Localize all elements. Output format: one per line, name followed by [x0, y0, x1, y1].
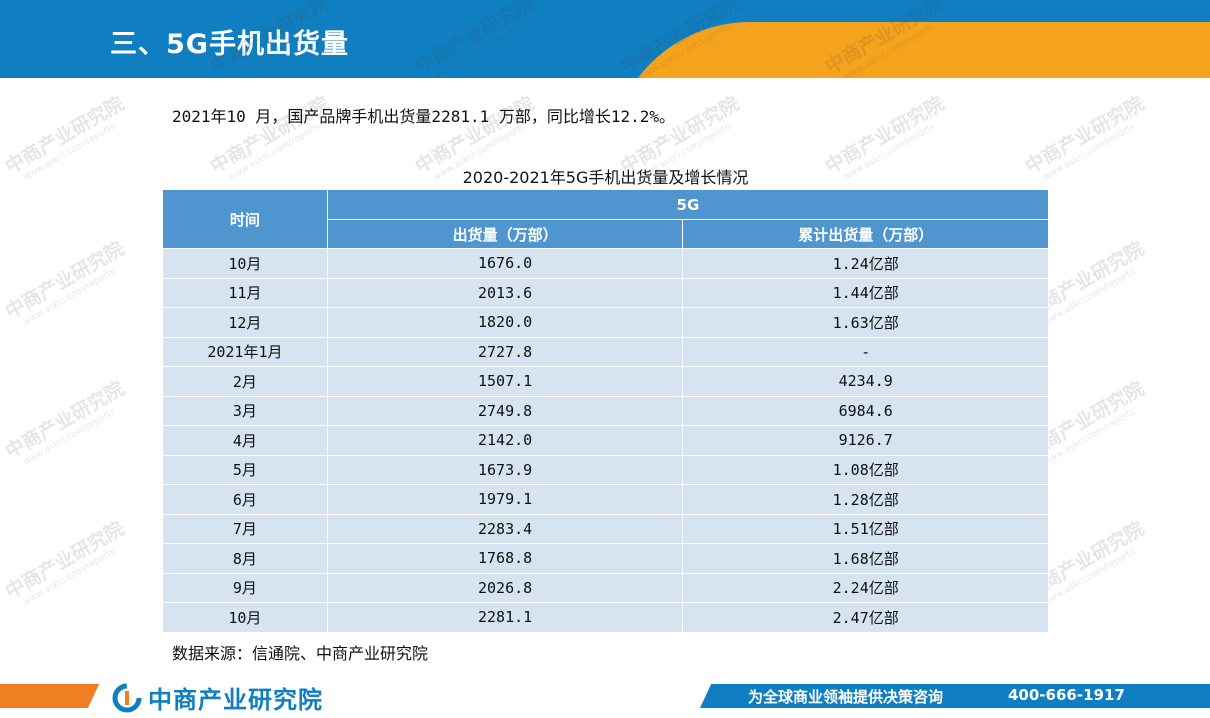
cell-shipments: 1676.0: [326, 248, 684, 279]
cell-cumulative: 1.24亿部: [682, 248, 1049, 279]
company-logo: 中商产业研究院: [112, 680, 323, 715]
table-row: 7月 2283.4 1.51亿部: [162, 513, 1049, 544]
table-row: 5月 1673.9 1.08亿部: [162, 454, 1049, 485]
cell-time: 12月: [162, 307, 328, 338]
cell-cumulative: 1.44亿部: [682, 277, 1049, 308]
cell-time: 7月: [162, 513, 328, 544]
shipments-table: 时间 5G 出货量（万部） 累计出货量（万部） 10月 1676.0 1.24亿部 1…: [162, 189, 1050, 633]
table-row: 6月 1979.1 1.28亿部: [162, 484, 1049, 515]
cell-shipments: 2281.1: [326, 602, 684, 633]
table-row: 9月 2026.8 2.24亿部: [162, 572, 1049, 603]
cell-time: 8月: [162, 543, 328, 574]
header-5g-group: 5G: [326, 189, 1050, 220]
cell-cumulative: 2.47亿部: [682, 602, 1049, 633]
cell-time: 4月: [162, 425, 328, 456]
table-row: 8月 1768.8 1.68亿部: [162, 543, 1049, 574]
header-shipments: 出货量（万部）: [326, 219, 684, 249]
cell-shipments: 1979.1: [326, 484, 684, 515]
page-title: 三、5G手机出货量: [110, 29, 349, 60]
cell-cumulative: 4234.9: [682, 366, 1049, 397]
cell-time: 2021年1月: [162, 336, 328, 367]
cell-time: 3月: [162, 395, 328, 426]
cell-time: 6月: [162, 484, 328, 515]
cell-shipments: 2749.8: [326, 395, 684, 426]
header-orange-accent: [610, 22, 1210, 78]
header-cumulative: 累计出货量（万部）: [682, 219, 1049, 249]
table-row: 10月 2281.1 2.47亿部: [162, 602, 1049, 633]
cell-cumulative: 1.63亿部: [682, 307, 1049, 338]
cell-time: 10月: [162, 248, 328, 279]
cell-cumulative: -: [682, 336, 1049, 367]
table-row: 11月 2013.6 1.44亿部: [162, 277, 1049, 308]
footer-slogan: 为全球商业领袖提供决策咨询: [748, 688, 944, 706]
footer-orange-bar: [0, 684, 100, 708]
cell-shipments: 2026.8: [326, 572, 684, 603]
cell-time: 10月: [162, 602, 328, 633]
cell-cumulative: 1.08亿部: [682, 454, 1049, 485]
logo-icon: [112, 683, 142, 712]
table-row: 2021年1月 2727.8-: [162, 336, 1049, 367]
cell-shipments: 1768.8: [326, 543, 684, 574]
cell-cumulative: 1.51亿部: [682, 513, 1049, 544]
table-row: 12月 1820.0 1.63亿部: [162, 307, 1049, 338]
cell-shipments: 1507.1: [326, 366, 684, 397]
table-row: 3月 2749.8 6984.6: [162, 395, 1049, 426]
cell-shipments: 1673.9: [326, 454, 684, 485]
cell-shipments: 1820.0: [326, 307, 684, 338]
logo-text: 中商产业研究院: [148, 686, 323, 714]
cell-cumulative: 1.28亿部: [682, 484, 1049, 515]
cell-shipments: 2142.0: [326, 425, 684, 456]
footer-phone: 400-666-1917: [1008, 686, 1125, 704]
header-time: 时间: [162, 189, 328, 249]
cell-shipments: 2283.4: [326, 513, 684, 544]
cell-time: 9月: [162, 572, 328, 603]
header-band: 三、5G手机出货量: [0, 0, 1210, 78]
cell-time: 11月: [162, 277, 328, 308]
cell-cumulative: 9126.7: [682, 425, 1049, 456]
table-row: 10月 1676.0 1.24亿部: [162, 248, 1049, 279]
cell-shipments: 2727.8: [326, 336, 684, 367]
cell-cumulative: 2.24亿部: [682, 572, 1049, 603]
data-source-note: 数据来源：信通院、中商产业研究院: [172, 644, 429, 663]
cell-time: 5月: [162, 454, 328, 485]
summary-text: 2021年10 月，国产品牌手机出货量2281.1 万部，同比增长12.2%。: [172, 107, 676, 126]
cell-time: 2月: [162, 366, 328, 397]
cell-cumulative: 6984.6: [682, 395, 1049, 426]
table-row: 2月 1507.1 4234.9: [162, 366, 1049, 397]
cell-shipments: 2013.6: [326, 277, 684, 308]
cell-cumulative: 1.68亿部: [682, 543, 1049, 574]
table-title: 2020-2021年5G手机出货量及增长情况: [462, 168, 749, 187]
table-row: 4月 2142.0 9126.7: [162, 425, 1049, 456]
